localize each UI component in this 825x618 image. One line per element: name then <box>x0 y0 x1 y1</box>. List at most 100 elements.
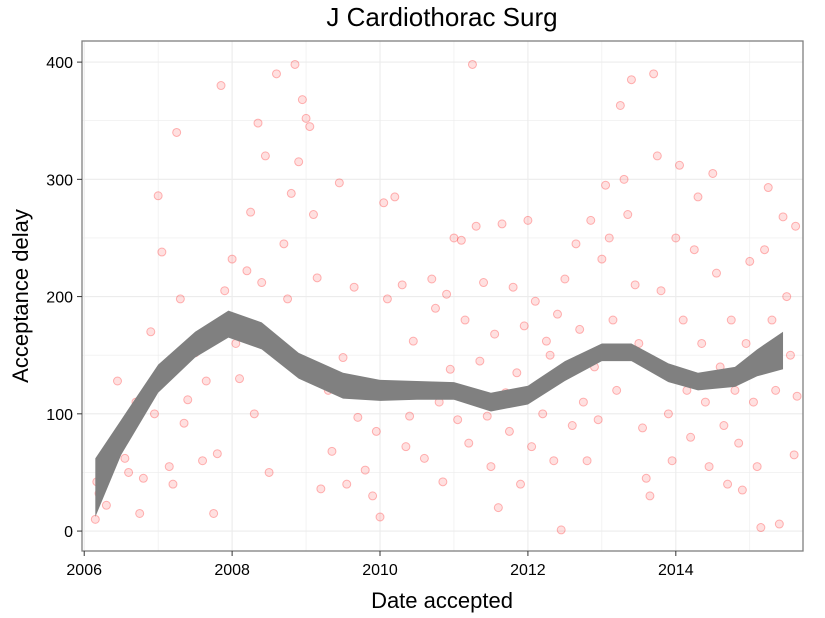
data-point <box>726 315 736 325</box>
data-point <box>604 233 614 243</box>
data-point <box>183 395 193 405</box>
y-tick-label: 100 <box>46 407 73 424</box>
data-point <box>711 268 721 278</box>
data-point <box>471 221 481 231</box>
data-point <box>138 473 148 483</box>
data-point <box>438 477 448 487</box>
data-point <box>401 442 411 452</box>
data-point <box>519 321 529 331</box>
data-point <box>390 192 400 202</box>
data-point <box>719 421 729 431</box>
data-point <box>697 338 707 348</box>
y-tick-label: 200 <box>46 290 73 307</box>
data-point <box>745 256 755 266</box>
data-point <box>541 336 551 346</box>
scatter-points <box>90 59 802 535</box>
data-point <box>586 215 596 225</box>
data-point <box>785 350 795 360</box>
data-point <box>146 327 156 337</box>
data-point <box>656 286 666 296</box>
data-point <box>112 376 122 386</box>
data-point <box>774 519 784 529</box>
data-point <box>623 210 633 220</box>
x-tick-label: 2010 <box>362 562 398 579</box>
data-point <box>626 75 636 85</box>
data-point <box>201 376 211 386</box>
data-point <box>375 512 385 522</box>
data-point <box>760 245 770 255</box>
data-point <box>242 266 252 276</box>
data-point <box>490 329 500 339</box>
data-point <box>663 409 673 419</box>
data-point <box>445 364 455 374</box>
x-tick-label: 2014 <box>658 562 694 579</box>
data-point <box>497 219 507 229</box>
data-point <box>312 273 322 283</box>
data-point <box>349 282 359 292</box>
data-point <box>523 215 533 225</box>
data-point <box>486 462 496 472</box>
y-axis-ticks: 0 100 200 300 400 <box>46 55 82 541</box>
panel-background <box>82 41 803 551</box>
data-point <box>453 415 463 425</box>
data-point <box>767 315 777 325</box>
data-point <box>168 479 178 489</box>
x-tick-label: 2006 <box>66 562 102 579</box>
data-point <box>294 157 304 167</box>
data-point <box>338 353 348 363</box>
data-point <box>271 69 281 79</box>
data-point <box>756 523 766 533</box>
data-point <box>327 446 337 456</box>
data-point <box>308 210 318 220</box>
data-point <box>297 95 307 105</box>
data-point <box>612 385 622 395</box>
data-point <box>748 397 758 407</box>
data-point <box>549 456 559 466</box>
data-point <box>792 391 802 401</box>
data-point <box>360 465 370 475</box>
data-point <box>442 289 452 299</box>
panel-border <box>81 40 804 552</box>
data-point <box>686 432 696 442</box>
data-point <box>508 282 518 292</box>
data-point <box>124 467 134 477</box>
data-point <box>260 151 270 161</box>
data-point <box>597 254 607 264</box>
data-point <box>153 191 163 201</box>
data-point <box>216 81 226 91</box>
data-point <box>227 254 237 264</box>
data-point <box>464 438 474 448</box>
data-point <box>791 221 801 231</box>
data-point <box>371 426 381 436</box>
x-axis-title: Date accepted <box>371 588 513 613</box>
data-point <box>279 239 289 249</box>
grid <box>82 41 803 551</box>
data-point <box>575 324 585 334</box>
data-point <box>264 467 274 477</box>
data-point <box>619 174 629 184</box>
data-point <box>778 212 788 222</box>
data-point <box>460 315 470 325</box>
data-point <box>601 180 611 190</box>
data-point <box>164 462 174 472</box>
data-point <box>649 69 659 79</box>
data-point <box>305 122 315 132</box>
data-point <box>678 315 688 325</box>
data-point <box>516 479 526 489</box>
data-point <box>220 286 230 296</box>
data-point <box>782 292 792 302</box>
data-point <box>771 385 781 395</box>
data-point <box>689 245 699 255</box>
data-point <box>430 303 440 313</box>
data-point <box>638 423 648 433</box>
data-point <box>449 233 459 243</box>
y-axis-title: Acceptance delay <box>8 209 33 383</box>
data-point <box>382 294 392 304</box>
data-point <box>212 449 222 459</box>
data-point <box>368 491 378 501</box>
data-point <box>175 294 185 304</box>
data-point <box>149 409 159 419</box>
data-point <box>475 356 485 366</box>
y-tick-label: 400 <box>46 55 73 72</box>
